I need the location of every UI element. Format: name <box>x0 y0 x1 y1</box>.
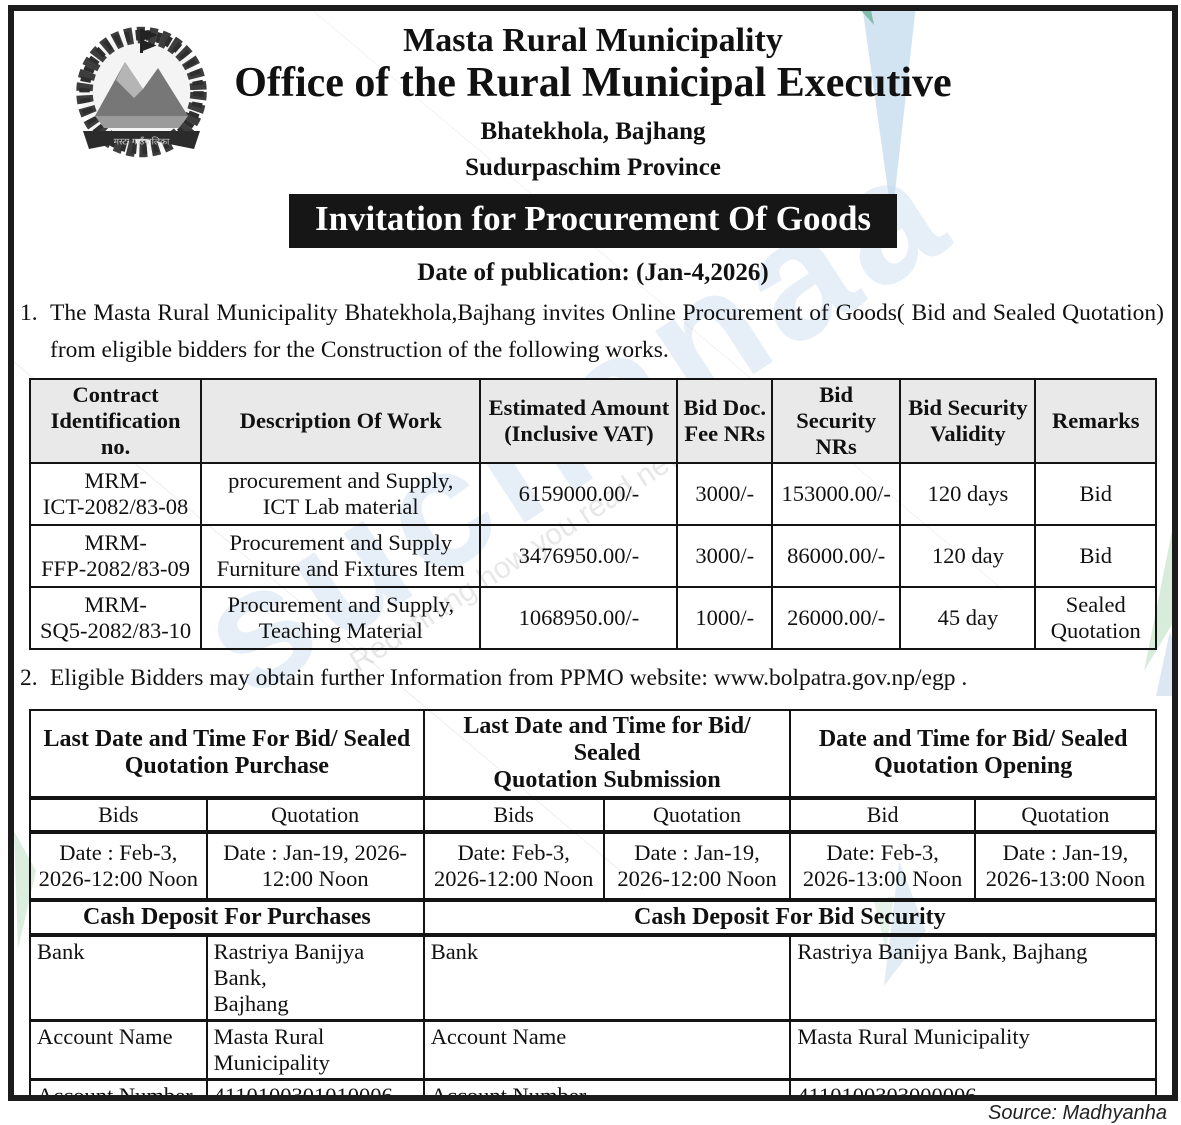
municipality-logo: मस्टा गाउँपालिका <box>76 26 207 158</box>
label-cell: Bank <box>29 933 208 1022</box>
table-cell: procurement and Supply, ICT Lab material <box>200 462 482 527</box>
deposit-security-title: Cash Deposit For Bid Security <box>422 898 1158 937</box>
subheader-cell: Quotation <box>973 796 1158 834</box>
date-cell: Date : Feb-3, 2026-12:00 Noon <box>29 830 208 902</box>
label-cell: Bank <box>422 933 792 1022</box>
svg-text:मस्टा गाउँपालिका: मस्टा गाउँपालिका <box>114 136 170 147</box>
table-cell: 120 days <box>899 462 1037 527</box>
table-cell: MRM- ICT-2082/83-08 <box>28 462 203 527</box>
contract-row: MRM- SQ5-2082/83-10 Procurement and Supp… <box>28 586 1157 651</box>
publication-date: Date of publication: (Jan-4,2026) <box>417 259 769 287</box>
value-cell: Rastriya Banijya Bank, Bajhang <box>789 933 1157 1022</box>
table-cell: Bid <box>1034 462 1157 527</box>
contracts-table: Contract Identification no. Description … <box>28 378 1157 651</box>
label-cell: Account Number <box>422 1078 792 1095</box>
header-cell: Description Of Work <box>200 378 482 465</box>
value-cell: 4110100303000006 <box>789 1078 1157 1095</box>
date-cell: Date : Jan-19, 2026- 12:00 Noon <box>205 830 425 902</box>
date-cell: Date : Jan-19, 2026-12:00 Noon <box>602 830 792 902</box>
table-cell: Bid <box>1034 524 1157 589</box>
table-cell: MRM- FFP-2082/83-09 <box>28 524 203 589</box>
group-header-cell: Last Date and Time for Bid/ Sealed Quota… <box>422 708 792 800</box>
schedule-group-header-row: Last Date and Time For Bid/ Sealed Quota… <box>29 708 1157 800</box>
source-credit: Source: Madhyanha <box>987 1102 1167 1124</box>
table-cell: MRM- SQ5-2082/83-10 <box>28 586 203 651</box>
municipality-name: Masta Rural Municipality <box>403 22 783 59</box>
table-cell: 3000/- <box>676 524 773 589</box>
label-cell: Account Name <box>422 1019 792 1081</box>
office-address: Bhatekhola, Bajhang <box>480 118 706 146</box>
value-cell: 4110100301010006 <box>205 1078 425 1095</box>
subheader-cell: Bids <box>29 796 208 834</box>
header-cell: Estimated Amount (Inclusive VAT) <box>479 378 679 465</box>
table-cell: 153000.00/- <box>770 462 902 527</box>
subheader-cell: Quotation <box>602 796 792 834</box>
group-header-cell: Last Date and Time For Bid/ Sealed Quota… <box>29 708 425 800</box>
office-name: Office of the Rural Municipal Executive <box>234 60 952 107</box>
subheader-cell: Bid <box>789 796 976 834</box>
paragraph-text: The Masta Rural Municipality Bhatekhola,… <box>50 300 1164 363</box>
deposit-row-account-name: Account Name Masta Rural Municipality Ac… <box>29 1019 1157 1081</box>
deposit-header-row: Cash Deposit For Purchases Cash Deposit … <box>29 898 1158 937</box>
notice-title-banner: Invitation for Procurement Of Goods <box>290 196 896 247</box>
subheader-cell: Bids <box>422 796 605 834</box>
contract-row: MRM- FFP-2082/83-09 Procurement and Supp… <box>28 524 1157 589</box>
value-cell: Rastriya Banijya Bank, Bajhang <box>205 933 425 1022</box>
contract-row: MRM- ICT-2082/83-08 procurement and Supp… <box>28 462 1157 527</box>
label-cell: Account Name <box>29 1019 208 1081</box>
value-cell: Masta Rural Municipality <box>789 1019 1157 1081</box>
paragraph-2: 2. Eligible Bidders may obtain further I… <box>20 660 1164 696</box>
date-cell: Date : Jan-19, 2026-13:00 Noon <box>973 830 1158 902</box>
deposit-row-bank: Bank Rastriya Banijya Bank, Bajhang Bank… <box>29 933 1157 1022</box>
header-cell: Bid Security NRs <box>770 378 902 465</box>
table-cell: Procurement and Supply Furniture and Fix… <box>200 524 482 589</box>
table-cell: 86000.00/- <box>770 524 902 589</box>
table-cell: 1068950.00/- <box>479 586 679 651</box>
table-cell: 120 day <box>899 524 1037 589</box>
paragraph-number: 2. <box>20 665 38 692</box>
header-cell: Contract Identification no. <box>28 378 203 465</box>
schedule-subheader-row: Bids Quotation Bids Quotation Bid Quotat… <box>29 796 1158 834</box>
deposit-purchases-title: Cash Deposit For Purchases <box>29 898 425 937</box>
deposit-row-account-number: Account Number 4110100301010006 Account … <box>29 1078 1157 1095</box>
contracts-header-row: Contract Identification no. Description … <box>28 378 1157 465</box>
label-cell: Account Number <box>29 1078 208 1095</box>
table-cell: 3000/- <box>676 462 773 527</box>
paragraph-text: Eligible Bidders may obtain further Info… <box>50 665 968 692</box>
header-cell: Bid Security Validity <box>899 378 1037 465</box>
table-cell: 26000.00/- <box>770 586 902 651</box>
table-cell: 45 day <box>899 586 1037 651</box>
date-cell: Date: Feb-3, 2026-12:00 Noon <box>422 830 605 902</box>
table-cell: Procurement and Supply, Teaching Materia… <box>200 586 482 651</box>
paragraph-number: 1. <box>20 300 38 327</box>
header-cell: Bid Doc. Fee NRs <box>676 378 773 465</box>
paragraph-1: 1. The Masta Rural Municipality Bhatekho… <box>20 295 1164 368</box>
letterhead: मस्टा गाउँपालिका Masta Rural Municipalit… <box>14 11 1172 287</box>
office-province: Sudurpaschim Province <box>465 154 721 182</box>
table-cell: 3476950.00/- <box>479 524 679 589</box>
subheader-cell: Quotation <box>205 796 425 834</box>
schedule-dates-row: Date : Feb-3, 2026-12:00 Noon Date : Jan… <box>29 830 1158 902</box>
table-cell: 6159000.00/- <box>479 462 679 527</box>
header-cell: Remarks <box>1034 378 1157 465</box>
schedule-table: Last Date and Time For Bid/ Sealed Quota… <box>29 708 1158 1095</box>
table-cell: Sealed Quotation <box>1034 586 1157 651</box>
document-page: suchanaa Redefining how you read news <box>8 5 1178 1101</box>
value-cell: Masta Rural Municipality <box>205 1019 425 1081</box>
table-cell: 1000/- <box>676 586 773 651</box>
date-cell: Date: Feb-3, 2026-13:00 Noon <box>789 830 976 902</box>
group-header-cell: Date and Time for Bid/ Sealed Quotation … <box>789 708 1157 800</box>
